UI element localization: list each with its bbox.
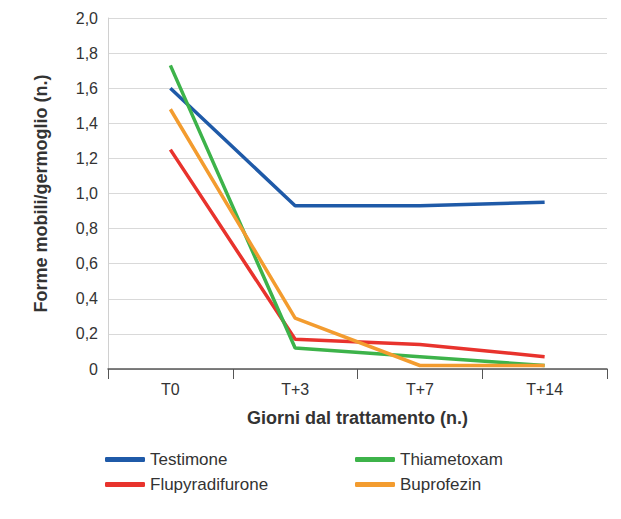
svg-text:Forme mobili/germoglio (n.): Forme mobili/germoglio (n.): [31, 74, 51, 312]
svg-text:2,0: 2,0: [76, 10, 98, 27]
svg-text:0,8: 0,8: [76, 220, 98, 237]
svg-text:0,2: 0,2: [76, 325, 98, 342]
svg-text:T+14: T+14: [526, 381, 563, 398]
svg-text:0: 0: [89, 361, 98, 378]
svg-text:Flupyradifurone: Flupyradifurone: [150, 475, 268, 494]
svg-text:T0: T0: [161, 381, 180, 398]
svg-text:Testimone: Testimone: [150, 450, 227, 469]
svg-text:T+7: T+7: [406, 381, 434, 398]
svg-text:0,6: 0,6: [76, 255, 98, 272]
svg-text:1,6: 1,6: [76, 80, 98, 97]
svg-text:Thiametoxam: Thiametoxam: [400, 450, 503, 469]
svg-text:1,0: 1,0: [76, 185, 98, 202]
svg-text:1,2: 1,2: [76, 150, 98, 167]
svg-text:1,4: 1,4: [76, 115, 98, 132]
svg-text:0,4: 0,4: [76, 290, 98, 307]
svg-text:Giorni dal trattamento (n.): Giorni dal trattamento (n.): [247, 408, 468, 428]
svg-text:1,8: 1,8: [76, 45, 98, 62]
svg-text:T+3: T+3: [281, 381, 309, 398]
svg-text:Buprofezin: Buprofezin: [400, 475, 481, 494]
